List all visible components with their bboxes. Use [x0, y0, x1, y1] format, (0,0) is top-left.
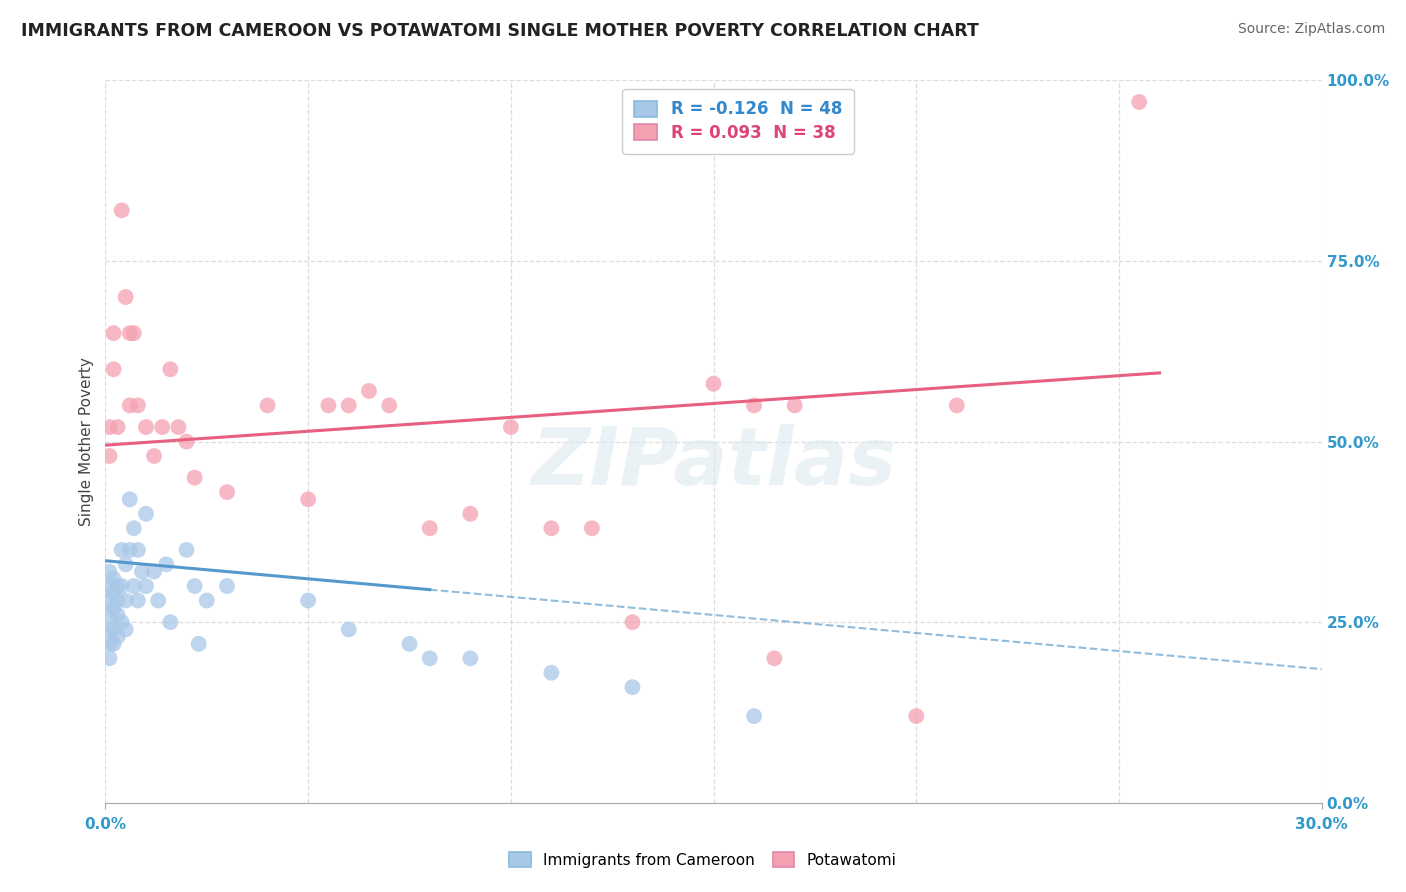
Point	[114, 290, 136, 304]
Point	[176, 542, 198, 557]
Point	[146, 593, 169, 607]
Text: ZIPatlas: ZIPatlas	[531, 425, 896, 502]
Point	[118, 398, 141, 412]
Point	[107, 630, 129, 644]
Text: IMMIGRANTS FROM CAMEROON VS POTAWATOMI SINGLE MOTHER POVERTY CORRELATION CHART: IMMIGRANTS FROM CAMEROON VS POTAWATOMI S…	[21, 22, 979, 40]
Point	[187, 637, 209, 651]
Point	[217, 579, 239, 593]
Point	[98, 565, 121, 579]
Point	[702, 376, 725, 391]
Point	[155, 558, 177, 572]
Legend: R = -0.126  N = 48, R = 0.093  N = 38: R = -0.126 N = 48, R = 0.093 N = 38	[623, 88, 853, 153]
Point	[135, 579, 157, 593]
Point	[122, 521, 145, 535]
Point	[111, 542, 134, 557]
Point	[419, 651, 441, 665]
Point	[176, 434, 198, 449]
Point	[98, 449, 121, 463]
Point	[458, 651, 481, 665]
Point	[111, 579, 134, 593]
Point	[98, 607, 121, 622]
Point	[1128, 95, 1150, 109]
Point	[111, 203, 134, 218]
Point	[135, 507, 157, 521]
Point	[122, 326, 145, 341]
Point	[98, 579, 121, 593]
Point	[103, 637, 125, 651]
Point	[118, 326, 141, 341]
Point	[195, 593, 218, 607]
Point	[297, 492, 319, 507]
Point	[540, 665, 562, 680]
Point	[742, 398, 765, 412]
Point	[103, 600, 125, 615]
Point	[118, 542, 141, 557]
Point	[143, 449, 166, 463]
Point	[114, 593, 136, 607]
Point	[98, 637, 121, 651]
Point	[183, 579, 205, 593]
Point	[621, 680, 644, 694]
Point	[118, 492, 141, 507]
Point	[103, 362, 125, 376]
Point	[103, 623, 125, 637]
Point	[143, 565, 166, 579]
Point	[419, 521, 441, 535]
Point	[318, 398, 340, 412]
Point	[783, 398, 806, 412]
Point	[763, 651, 786, 665]
Point	[107, 420, 129, 434]
Point	[256, 398, 278, 412]
Point	[127, 542, 149, 557]
Point	[621, 615, 644, 630]
Point	[107, 579, 129, 593]
Point	[159, 615, 181, 630]
Point	[150, 420, 173, 434]
Point	[540, 521, 562, 535]
Point	[945, 398, 967, 412]
Point	[337, 623, 360, 637]
Point	[183, 471, 205, 485]
Point	[905, 709, 928, 723]
Point	[159, 362, 181, 376]
Point	[167, 420, 190, 434]
Point	[131, 565, 153, 579]
Point	[581, 521, 603, 535]
Point	[217, 485, 239, 500]
Point	[114, 558, 136, 572]
Point	[107, 593, 129, 607]
Point	[98, 593, 121, 607]
Point	[337, 398, 360, 412]
Point	[458, 507, 481, 521]
Point	[127, 398, 149, 412]
Point	[111, 615, 134, 630]
Point	[357, 384, 380, 398]
Point	[127, 593, 149, 607]
Point	[114, 623, 136, 637]
Point	[103, 326, 125, 341]
Point	[103, 586, 125, 600]
Point	[499, 420, 522, 434]
Point	[98, 420, 121, 434]
Point	[98, 623, 121, 637]
Point	[378, 398, 401, 412]
Point	[98, 651, 121, 665]
Point	[107, 607, 129, 622]
Legend: Immigrants from Cameroon, Potawatomi: Immigrants from Cameroon, Potawatomi	[502, 845, 904, 875]
Text: Source: ZipAtlas.com: Source: ZipAtlas.com	[1237, 22, 1385, 37]
Point	[297, 593, 319, 607]
Point	[122, 579, 145, 593]
Point	[135, 420, 157, 434]
Point	[103, 572, 125, 586]
Y-axis label: Single Mother Poverty: Single Mother Poverty	[79, 357, 94, 526]
Point	[742, 709, 765, 723]
Point	[398, 637, 420, 651]
